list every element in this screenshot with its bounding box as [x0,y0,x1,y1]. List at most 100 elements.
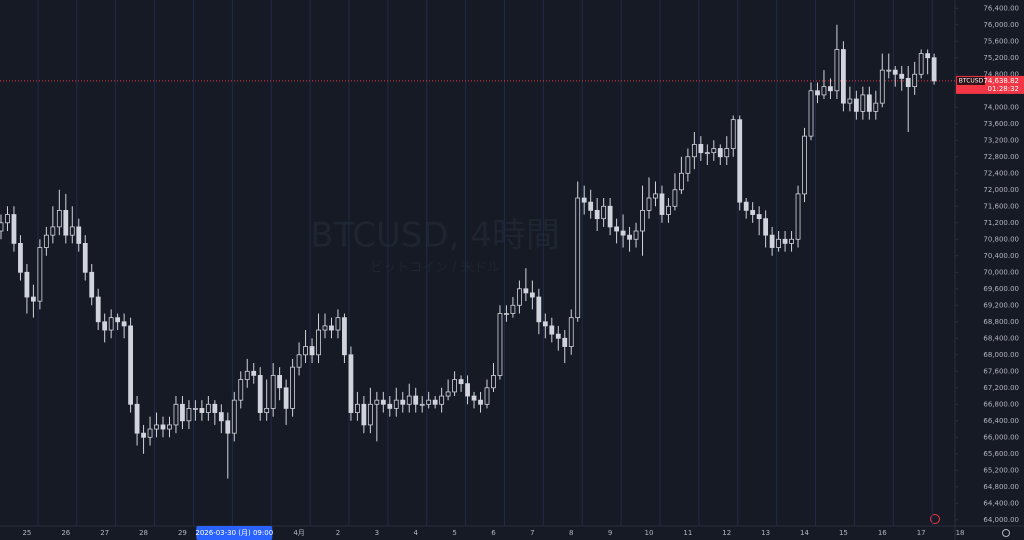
candle-body [82,243,88,273]
candle-body [536,296,542,323]
candle-body [873,102,879,112]
candle-body [892,69,898,75]
candle-body [918,53,924,75]
y-tick-label: 75,600.00 [983,37,1019,45]
x-tick-label: 28 [139,529,148,537]
candle-body [180,403,185,422]
candle-body [37,247,43,302]
candle-body [627,234,632,240]
candle-body [497,313,503,376]
candle-body [296,354,302,368]
candle-body [30,296,36,302]
candle-body [478,399,483,405]
candle-body [69,226,75,236]
settings-icon[interactable] [1002,529,1010,537]
y-tick-label: 74,000.00 [983,103,1019,111]
lightning-icon[interactable] [930,514,940,524]
y-tick-label: 64,800.00 [983,483,1019,491]
candle-body [782,238,788,244]
candle-body [542,321,548,327]
candle-body [141,432,146,438]
x-tick-label: 29 [178,529,187,537]
y-tick-label: 66,800.00 [983,400,1019,408]
candle-body [452,379,458,393]
candle-body [789,238,794,244]
x-tick-label: 3 [375,529,379,537]
x-tick-label: 12 [722,529,731,537]
candle-body [523,288,529,294]
candle-body [24,271,30,298]
candle-body [672,189,678,207]
y-tick-label: 68,400.00 [983,334,1019,342]
y-tick-label: 70,000.00 [983,268,1019,276]
candle-body [108,317,114,331]
candle-body [76,226,82,244]
candle-body [659,193,665,215]
y-tick-label: 72,000.00 [983,186,1019,194]
candle-body [620,230,626,236]
candle-body [750,209,756,215]
candle-body [316,329,321,356]
y-tick-label: 64,400.00 [983,499,1019,507]
candle-body [555,333,561,339]
candle-body [56,209,62,228]
candle-body [834,49,840,92]
candle-body [562,337,568,347]
y-tick-label: 69,200.00 [983,301,1019,309]
y-tick-label: 76,000.00 [983,21,1019,29]
candle-body [167,424,172,430]
candle-body [329,325,334,331]
candle-body [711,148,717,154]
candle-body [102,321,108,331]
candle-body [393,399,399,409]
candle-body [432,399,438,405]
settings-icon-circle[interactable] [1002,529,1010,537]
candle-body [426,399,432,405]
y-tick-label: 65,200.00 [983,466,1019,474]
x-tick-label: 8 [569,529,573,537]
candle-body [491,375,496,389]
candle-body [264,408,270,413]
x-tick-label: 15 [839,529,848,537]
candle-body [361,403,367,426]
candle-body [348,354,354,413]
y-tick-label: 67,600.00 [983,367,1019,375]
crosshair-label: 2026-03-30 (月) 09:00 [195,529,273,537]
candle-body [568,317,574,347]
candle-body [231,399,237,434]
y-tick-label: 65,600.00 [983,450,1019,458]
candle-body [342,317,347,356]
lightning-icon-circle[interactable] [930,514,940,524]
candle-body [283,387,289,409]
candle-body [445,391,451,397]
candle-body [588,201,594,211]
candle-body [380,399,386,405]
candle-body [11,214,17,244]
y-tick-label: 74,800.00 [983,70,1019,78]
x-tick-label: 17 [917,529,926,537]
price-label: 74,638.82 [983,77,1019,85]
candle-body [879,69,885,104]
candle-body [717,148,723,158]
candle-body [853,98,859,112]
y-tick-label: 70,800.00 [983,235,1019,243]
x-tick-label: 2 [336,529,340,537]
candle-body [529,292,535,298]
candle-body [899,73,905,79]
candle-body [303,346,308,356]
symbol-badge [957,76,985,85]
candle-body [374,399,380,405]
x-tick-label: 4 [413,529,418,537]
x-tick-label: 13 [761,529,770,537]
candle-body [743,201,749,211]
y-tick-label: 71,600.00 [983,202,1019,210]
x-tick-label: 10 [645,529,654,537]
x-tick-label: 25 [22,529,31,537]
candle-body [0,222,4,232]
candle-body [504,313,509,315]
candle-body [815,90,820,96]
candle-body [698,143,704,154]
candle-body [776,238,781,248]
candle-body [633,230,639,240]
candle-body [121,321,127,327]
